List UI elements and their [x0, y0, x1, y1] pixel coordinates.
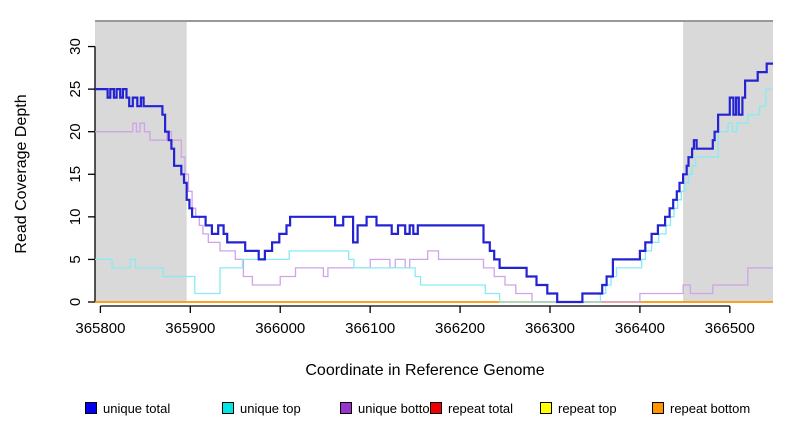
- y-tick-label: 10: [67, 209, 84, 226]
- y-tick-label: 25: [67, 81, 84, 98]
- legend-swatch-unique-total: [85, 402, 97, 414]
- x-tick-label: 365800: [75, 320, 125, 337]
- legend-label: unique bottom: [358, 401, 441, 416]
- y-tick-label: 30: [67, 38, 84, 55]
- y-tick-label: 15: [67, 166, 84, 183]
- x-tick-label: 366300: [525, 320, 575, 337]
- y-axis-title: Read Coverage Depth: [13, 94, 30, 254]
- legend-label: unique total: [103, 401, 171, 416]
- x-axis-title: Coordinate in Reference Genome: [305, 362, 545, 379]
- legend-swatch-repeat-top: [540, 402, 552, 414]
- legend-label: unique top: [240, 401, 301, 416]
- x-tick-label: 365900: [165, 320, 215, 337]
- legend-swatch-repeat-total: [430, 402, 442, 414]
- series-unique-top-line: [95, 88, 773, 303]
- legend-swatch-unique-top: [222, 402, 234, 414]
- y-tick-label: 20: [67, 123, 84, 140]
- x-tick-label: 366400: [615, 320, 665, 337]
- x-tick-label: 366100: [345, 320, 395, 337]
- x-tick-label: 366000: [255, 320, 305, 337]
- legend-swatch-unique-bottom: [340, 402, 352, 414]
- y-tick-label: 5: [67, 255, 84, 263]
- legend-label: repeat total: [448, 401, 514, 416]
- x-tick-label: 366500: [705, 320, 755, 337]
- legend-label: repeat bottom: [670, 401, 751, 416]
- left-gray-region: [95, 21, 187, 302]
- legend: unique total unique top unique bottom repea…: [0, 400, 792, 420]
- legend-swatch-repeat-bottom: [652, 402, 664, 414]
- y-tick-label: 0: [67, 298, 84, 306]
- series-unique-total-line: [95, 62, 773, 304]
- series-unique-bottom-line: [95, 122, 773, 303]
- x-tick-label: 366200: [435, 320, 485, 337]
- legend-label: repeat top: [558, 401, 617, 416]
- right-gray-region: [683, 21, 773, 302]
